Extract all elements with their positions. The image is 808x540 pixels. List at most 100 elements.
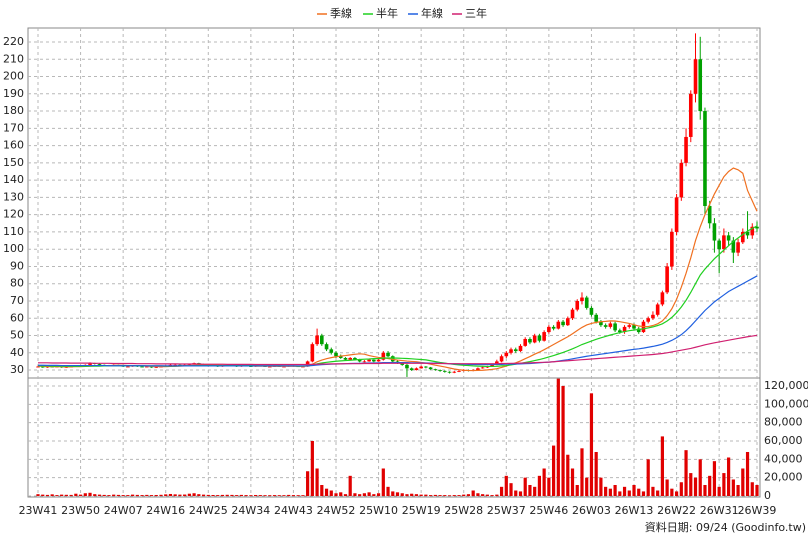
volume-bar xyxy=(570,468,575,496)
volume-bar xyxy=(192,493,196,496)
volume-bar xyxy=(693,477,698,496)
volume-bar xyxy=(93,494,97,496)
volume-bar xyxy=(604,486,608,496)
candle-body xyxy=(717,240,721,250)
candle-body xyxy=(381,352,386,360)
x-tick-label: 25W46 xyxy=(529,504,568,517)
legend-label: 年線 xyxy=(421,6,443,20)
volume-bar xyxy=(537,475,542,496)
volume-bar xyxy=(348,475,352,496)
volume-bar xyxy=(452,495,456,496)
volume-bar xyxy=(78,494,83,496)
candle-body xyxy=(480,367,485,369)
volume-bar xyxy=(334,493,338,496)
volume-bar xyxy=(291,495,296,496)
volume-bar xyxy=(395,492,400,496)
volume-bar xyxy=(230,494,234,496)
candle-body xyxy=(334,352,338,357)
volume-bar xyxy=(665,479,669,496)
y2-tick-label: 20,000 xyxy=(764,471,803,484)
volume-bar xyxy=(372,494,376,496)
volume-bar xyxy=(69,494,73,496)
volume-bar xyxy=(703,484,707,496)
volume-bar xyxy=(131,494,135,496)
legend-item: 季線 xyxy=(317,6,352,20)
x-tick-label: 23W50 xyxy=(61,504,100,517)
volume-bar xyxy=(561,385,565,496)
candle-body xyxy=(679,162,684,198)
x-tick-label: 26W13 xyxy=(615,504,654,517)
candle-body xyxy=(362,361,367,363)
volume-bar xyxy=(547,477,551,496)
volume-bar xyxy=(301,495,305,496)
volume-bar xyxy=(107,495,111,496)
candle-body xyxy=(693,59,698,94)
volume-bar xyxy=(239,494,244,496)
candle-body xyxy=(457,370,461,372)
candle-body xyxy=(722,235,726,250)
y2-tick-label: 80,000 xyxy=(764,416,803,429)
volume-bar xyxy=(197,494,201,496)
y-tick-label: 190 xyxy=(3,87,24,100)
x-tick-label: 24W52 xyxy=(317,504,356,517)
volume-bar xyxy=(438,495,442,496)
x-tick-label: 25W10 xyxy=(359,504,398,517)
volume-bar xyxy=(50,494,54,496)
volume-bar xyxy=(367,492,371,496)
volume-bar xyxy=(618,491,622,496)
volume-bar xyxy=(462,494,466,496)
y-tick-label: 70 xyxy=(10,294,24,307)
volume-bar xyxy=(164,494,168,496)
candle-body xyxy=(315,335,319,345)
volume-bar xyxy=(282,495,286,496)
volume-bar xyxy=(41,494,45,496)
plot-frame xyxy=(27,27,761,498)
candle-body xyxy=(674,197,679,232)
candle-body xyxy=(580,297,584,301)
volume-bar xyxy=(566,454,570,496)
candle-body xyxy=(613,323,617,331)
candle-body xyxy=(320,335,324,345)
candle-body xyxy=(608,323,613,327)
y-tick-label: 210 xyxy=(3,52,24,65)
candle-body xyxy=(731,240,736,253)
candle-body xyxy=(428,367,433,370)
volume-bar xyxy=(599,477,603,496)
candle-body xyxy=(154,366,159,368)
candle-body xyxy=(485,366,490,368)
volume-bar xyxy=(149,495,154,496)
candle-body xyxy=(542,332,546,341)
volume-bar xyxy=(362,493,366,496)
volume-bar xyxy=(679,482,683,496)
volume-bar xyxy=(556,378,560,496)
candle-body xyxy=(140,366,144,368)
candle-body xyxy=(45,366,50,368)
candle-body xyxy=(565,318,570,326)
volume-bar xyxy=(159,494,163,496)
volume-bar xyxy=(755,484,759,496)
volume-bar xyxy=(126,495,130,496)
candle-body xyxy=(424,366,428,368)
volume-bar xyxy=(594,451,598,496)
candle-body xyxy=(433,369,438,371)
candle-body xyxy=(405,364,409,369)
y-tick-label: 100 xyxy=(3,242,24,255)
candle-body xyxy=(594,314,598,322)
candle-body xyxy=(343,357,348,360)
volume-bar xyxy=(731,479,735,496)
x-tick-label: 24W07 xyxy=(104,504,143,517)
x-tick-label: 24W43 xyxy=(274,504,313,517)
candle-body xyxy=(504,352,509,357)
volume-bar xyxy=(523,477,527,496)
legend-label: 半年 xyxy=(376,6,398,20)
volume-bar xyxy=(419,494,423,496)
legend-label: 季線 xyxy=(330,6,352,20)
candle-body xyxy=(561,321,565,326)
candle-body xyxy=(627,325,632,327)
candle-body xyxy=(532,335,537,343)
candle-body xyxy=(40,366,45,368)
y2-tick-label: 100,000 xyxy=(764,397,808,410)
volume-bar xyxy=(296,495,300,496)
volume-bar xyxy=(235,495,239,496)
candle-body xyxy=(476,368,480,371)
